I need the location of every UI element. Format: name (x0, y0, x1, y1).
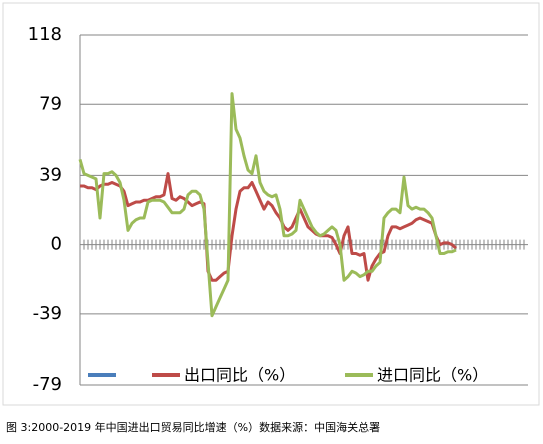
y-tick-label: 79 (39, 93, 62, 114)
legend-swatch (345, 373, 373, 377)
y-tick-label: 39 (39, 164, 62, 185)
y-tick-label: -79 (33, 374, 62, 395)
series-line (78, 92, 457, 318)
legend-label: 出口同比（%） (184, 366, 295, 385)
series-line (80, 172, 458, 282)
y-tick-label: 0 (51, 234, 62, 255)
y-tick-label: 118 (28, 24, 62, 45)
legend-swatch (152, 373, 180, 377)
legend-swatch (88, 373, 116, 377)
caption: 图 3:2000-2019 年中国进出口贸易同比增速（%）数据来源：中国海关总署 (6, 420, 380, 434)
y-tick-label: -39 (33, 303, 62, 324)
legend-label: 进口同比（%） (377, 366, 488, 385)
